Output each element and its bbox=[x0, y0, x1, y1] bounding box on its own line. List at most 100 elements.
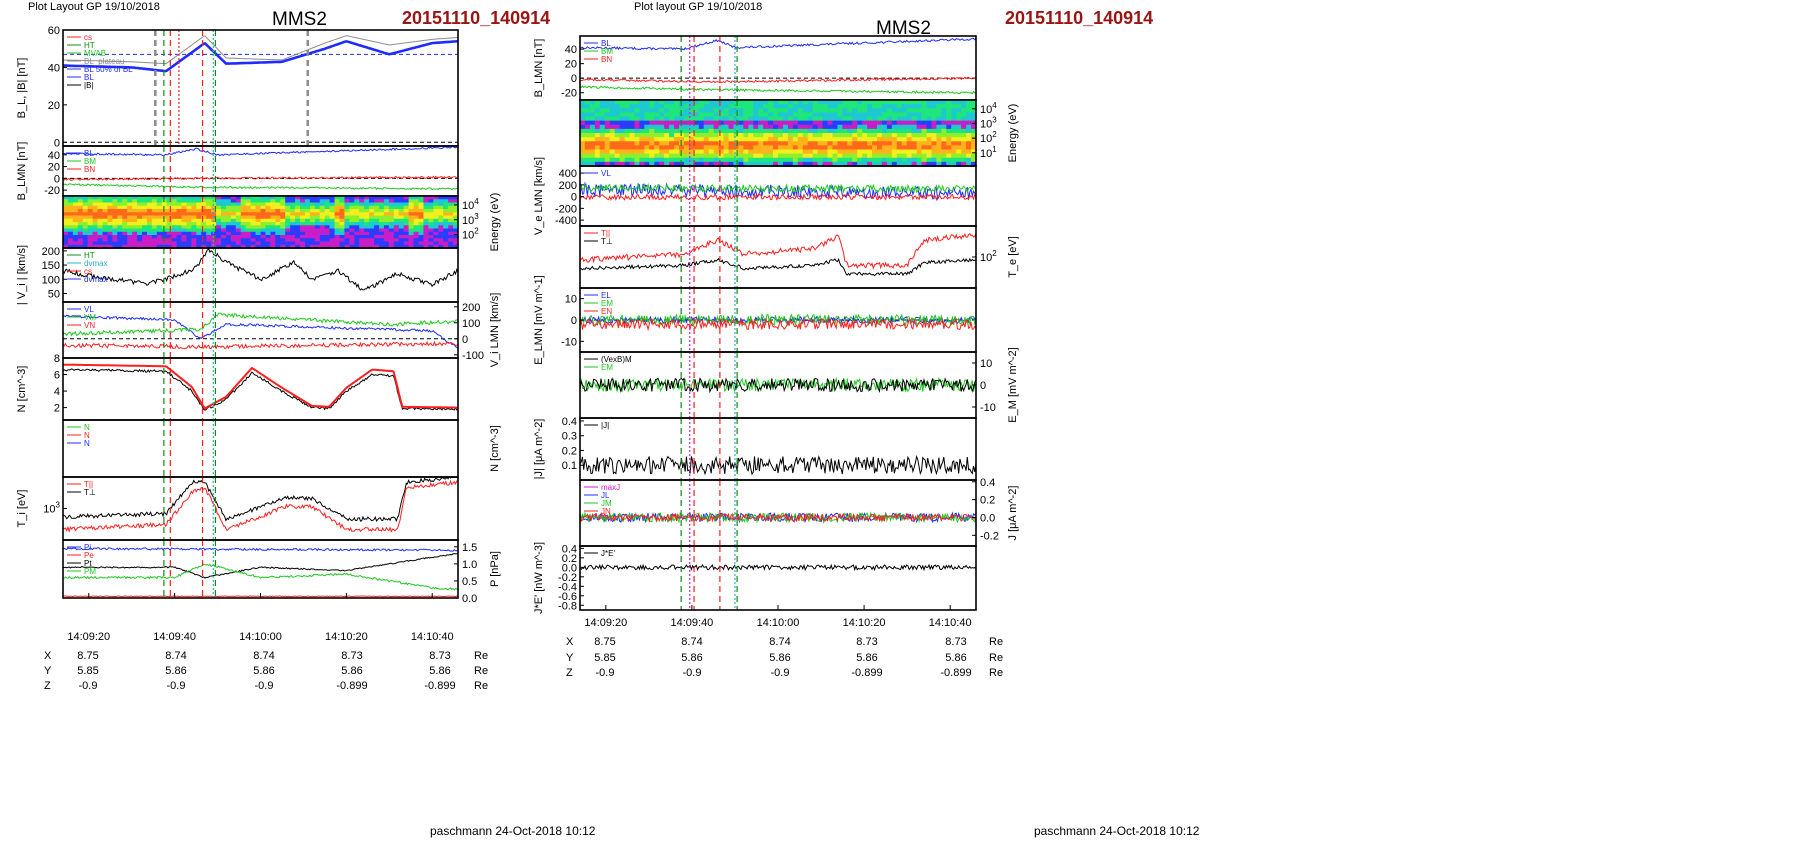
spectrogram-cell bbox=[146, 218, 153, 223]
spectrogram-cell bbox=[857, 137, 863, 142]
spectrogram-cell bbox=[151, 228, 158, 233]
y-tick-label: 0.0 bbox=[562, 562, 577, 574]
spectrogram-cell bbox=[822, 108, 828, 113]
spectrogram-cell bbox=[847, 137, 853, 142]
spectrogram-cell bbox=[916, 100, 923, 105]
spectrogram-cell bbox=[304, 218, 311, 223]
spectrogram-cell bbox=[285, 199, 291, 203]
spectrogram-cell bbox=[216, 215, 222, 220]
spectrogram-cell bbox=[87, 225, 94, 229]
spectrogram-cell bbox=[906, 141, 913, 146]
spectrogram-cell bbox=[280, 222, 286, 226]
spectrogram-cell bbox=[314, 231, 321, 236]
spectrogram-cell bbox=[906, 137, 913, 142]
spectrogram-cell bbox=[713, 133, 720, 138]
coord-unit: Re bbox=[474, 665, 488, 677]
y-tick-label: 0 bbox=[571, 73, 577, 85]
spectrogram-cell bbox=[255, 218, 261, 223]
spectrogram-cell bbox=[423, 235, 429, 239]
spectrogram-cell bbox=[758, 137, 764, 142]
spectrogram-cell bbox=[802, 104, 809, 109]
spectrogram-cell bbox=[156, 238, 163, 242]
spectrogram-cell bbox=[295, 212, 301, 216]
spectrogram-cell bbox=[619, 108, 626, 113]
y-tick-label: 10 bbox=[980, 358, 992, 370]
spectrogram-cell bbox=[285, 238, 291, 242]
spectrogram-cell bbox=[359, 225, 365, 229]
spectrogram-cell bbox=[300, 215, 306, 220]
spectrogram-cell bbox=[67, 199, 74, 203]
spectrogram-cell bbox=[896, 141, 903, 146]
spectrogram-cell bbox=[683, 128, 690, 134]
spectrogram-cell bbox=[862, 141, 868, 146]
spectrogram-cell bbox=[72, 225, 79, 229]
spectrogram-cell bbox=[812, 116, 819, 122]
spectrogram-cell bbox=[379, 205, 385, 210]
spectrogram-cell bbox=[156, 196, 163, 200]
spectrogram-cell bbox=[718, 145, 725, 150]
spectrogram-cell bbox=[364, 218, 370, 223]
spectrogram-cell bbox=[723, 133, 729, 138]
spectrogram-cell bbox=[265, 202, 271, 207]
spectrogram-cell bbox=[614, 100, 621, 105]
spectrogram-cell bbox=[433, 218, 439, 223]
spectrogram-cell bbox=[137, 244, 143, 248]
coord-unit: Re bbox=[989, 667, 1003, 679]
spectrogram-cell bbox=[107, 202, 113, 207]
spectrogram-cell bbox=[67, 231, 74, 236]
spectrogram-cell bbox=[832, 145, 838, 150]
spectrogram-cell bbox=[718, 120, 725, 126]
spectrogram-cell bbox=[270, 222, 276, 226]
spectrogram-cell bbox=[758, 133, 764, 138]
legend-label: HT bbox=[84, 41, 95, 50]
spectrogram-cell bbox=[211, 202, 217, 207]
spectrogram-cell bbox=[403, 238, 410, 242]
spectrogram-cell bbox=[951, 108, 957, 113]
spectrogram-cell bbox=[679, 145, 685, 150]
spectrogram-cell bbox=[802, 161, 809, 166]
spectrogram-cell bbox=[221, 205, 227, 210]
spectrogram-cell bbox=[319, 215, 326, 220]
spectrogram-cell bbox=[290, 196, 296, 200]
series-pe bbox=[63, 595, 458, 598]
spectrogram-cell bbox=[408, 241, 415, 246]
legend-label: VN bbox=[84, 321, 95, 330]
spectrogram-cell bbox=[639, 100, 645, 105]
spectrogram-cell bbox=[644, 120, 650, 126]
y-tick-label: 100 bbox=[462, 318, 480, 330]
spectrogram-cell bbox=[107, 215, 113, 220]
spectrogram-cell bbox=[250, 209, 257, 213]
spectrogram-cell bbox=[688, 157, 695, 163]
y-tick-label: -200 bbox=[555, 203, 577, 215]
spectrogram-cell bbox=[176, 235, 182, 239]
spectrogram-cell bbox=[644, 157, 650, 163]
spectrogram-cell bbox=[624, 137, 630, 142]
spectrogram-cell bbox=[753, 157, 759, 163]
y-tick-label: 10 bbox=[565, 294, 577, 306]
spectrogram-cell bbox=[142, 228, 148, 233]
spectrogram-cell bbox=[946, 116, 952, 122]
spectrogram-cell bbox=[107, 209, 113, 213]
spectrogram-cell bbox=[867, 141, 873, 146]
spectrogram-cell bbox=[107, 199, 113, 203]
spectrogram-cell bbox=[580, 137, 586, 142]
spectrogram-cell bbox=[275, 218, 281, 223]
coord-value: -0.899 bbox=[424, 680, 455, 692]
spectrogram-cell bbox=[142, 199, 148, 203]
spectrogram-cell bbox=[807, 145, 814, 150]
coord-value: 5.86 bbox=[253, 665, 274, 677]
y-axis-label: E_LMN [mV m^-1] bbox=[533, 275, 545, 365]
spectrogram-cell bbox=[896, 145, 903, 150]
spectrogram-cell bbox=[604, 141, 611, 146]
spectrogram-cell bbox=[225, 202, 232, 207]
spectrogram-cell bbox=[609, 128, 616, 134]
spectrogram-cell bbox=[941, 149, 947, 155]
spectrogram-cell bbox=[388, 199, 395, 203]
spectrogram-cell bbox=[354, 222, 360, 226]
y-tick-label: -0.6 bbox=[558, 591, 577, 603]
spectrogram-cell bbox=[971, 104, 976, 109]
spectrogram-cell bbox=[334, 228, 340, 233]
spectrogram-cell bbox=[609, 100, 616, 105]
spectrogram-cell bbox=[418, 244, 424, 248]
spectrogram-cell bbox=[225, 238, 232, 242]
